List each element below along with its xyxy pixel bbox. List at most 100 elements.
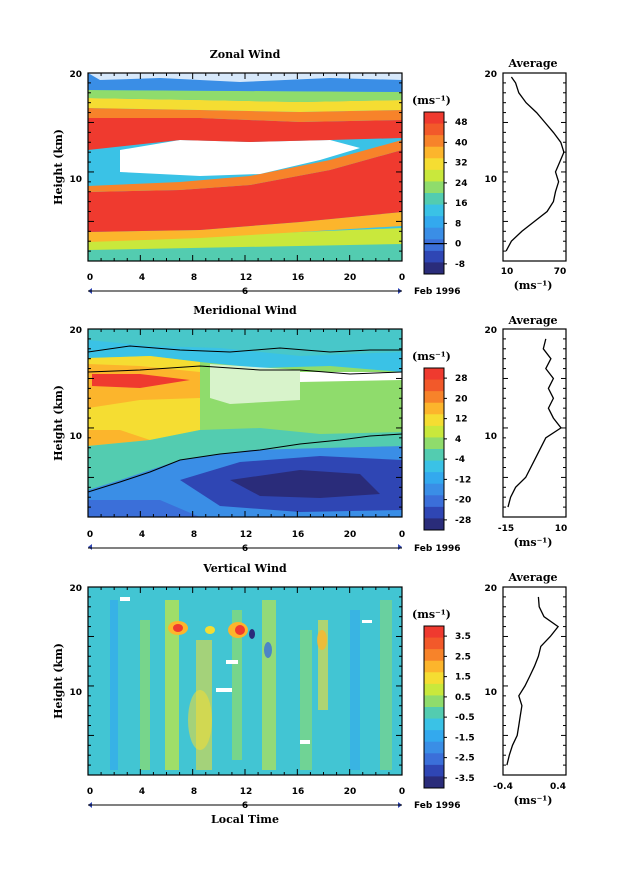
heatmap-vertical — [88, 587, 402, 775]
band-orange-patch — [88, 430, 150, 446]
average-profile-vertical — [502, 586, 567, 776]
hotspot-core — [235, 625, 245, 635]
band-upper-yellow — [88, 98, 402, 112]
colorbar-tick-label: 4 — [455, 435, 461, 445]
missing-data-patch — [300, 740, 310, 744]
colorbar-tick-label: 32 — [455, 159, 468, 169]
zero-contour-high — [88, 345, 402, 353]
colorbar-tick-label: 16 — [455, 199, 468, 209]
panel-meridional: Meridional Wind Height (km) — [52, 304, 567, 554]
colorbar-swatch — [424, 753, 444, 766]
y-tick-label: 20 — [69, 70, 82, 80]
colorbar-tick-label: -2.5 — [455, 754, 475, 764]
band-jet-core — [88, 150, 402, 232]
colorbar-swatch — [424, 495, 444, 508]
axis-ticks-vertical — [87, 586, 403, 808]
avg-unit: (ms⁻¹) — [514, 536, 553, 549]
avg-x-tick: 10 — [555, 524, 568, 534]
colorbar-swatch — [424, 707, 444, 720]
avg-x-tick: -15 — [498, 524, 514, 534]
hotspot — [317, 630, 327, 650]
x-tick-label: 4 — [139, 273, 145, 283]
colorbar-swatch — [424, 695, 444, 708]
average-frame — [502, 72, 567, 262]
colorbar-swatch — [424, 227, 444, 240]
avg-y-tick: 10 — [484, 688, 497, 698]
streak — [232, 610, 242, 760]
streak — [165, 600, 179, 770]
date-arrow-right — [398, 544, 402, 550]
colorbar-swatch — [424, 764, 444, 777]
avg-y-tick: 20 — [484, 70, 497, 80]
colorbar-swatch — [424, 216, 444, 229]
date-label: Feb 1996 — [414, 544, 461, 554]
colorbar-swatch — [424, 649, 444, 662]
hotspot-core — [173, 624, 183, 632]
x-tick-label: 16 — [292, 530, 305, 540]
colorbar-tick-label: 12 — [455, 415, 468, 425]
colorbar-tick-label: -4 — [455, 455, 465, 465]
avg-x-tick: 70 — [554, 267, 567, 277]
y-axis-label: Height (km) — [52, 385, 65, 461]
x-tick-label: 4 — [139, 787, 145, 797]
band-low-mid — [88, 212, 402, 242]
colorbar-unit: (ms⁻¹) — [412, 94, 451, 107]
colorbar-tick-label: 0.5 — [455, 693, 471, 703]
x-tick-label: 8 — [191, 273, 197, 283]
band-lower-core — [230, 470, 380, 498]
colorbar-frame — [423, 367, 445, 531]
average-profile-meridional — [502, 328, 567, 518]
y-tick-label: 10 — [69, 175, 82, 185]
y-tick-label: 20 — [69, 584, 82, 594]
heatmap-meridional — [88, 329, 402, 517]
missing-data-patch — [362, 620, 372, 623]
missing-data-region — [120, 140, 360, 176]
band-jet-edge — [88, 140, 402, 192]
date-label: Feb 1996 — [414, 801, 461, 811]
avg-unit: (ms⁻¹) — [514, 794, 553, 807]
colorbar-swatch — [424, 262, 444, 275]
colorbar-swatch — [424, 460, 444, 473]
avg-y-tick: 20 — [484, 326, 497, 336]
x-tick-label: 0 — [87, 273, 93, 283]
colorbar-unit: (ms⁻¹) — [412, 350, 451, 363]
colorbar-tick-label: 2.5 — [455, 652, 471, 662]
avg-y-tick: 10 — [484, 432, 497, 442]
x-axis-label: Local Time — [211, 813, 279, 826]
coldspot — [264, 642, 272, 658]
band-top-teal — [88, 329, 402, 356]
average-profile-zonal — [502, 72, 567, 262]
colorbar-zonal: 48 40 32 24 16 8 0 -8 — [423, 111, 468, 275]
colorbar-tick-label: -12 — [455, 475, 471, 485]
colorbar-swatch — [424, 204, 444, 217]
band-upper-jet — [88, 118, 402, 150]
x-tick-label: 20 — [344, 530, 357, 540]
chart-title: Meridional Wind — [193, 304, 297, 317]
y-axis-label: Height (km) — [52, 643, 65, 719]
x-tick-label: 8 — [191, 530, 197, 540]
avg-y-tick: 10 — [484, 175, 497, 185]
colorbar-tick-label: 3.5 — [455, 632, 471, 642]
colorbar-swatch — [424, 683, 444, 696]
colorbar-swatch — [424, 112, 444, 125]
colorbar-swatch — [424, 146, 444, 159]
x-tick-label: 0 — [399, 530, 405, 540]
colorbar-tick-label: 24 — [455, 179, 468, 189]
colorbar-tick-label: -3.5 — [455, 774, 475, 784]
x-tick-label: 20 — [344, 273, 357, 283]
missing-data-patches — [210, 364, 300, 404]
colorbar-swatch — [424, 776, 444, 789]
colorbar-swatch — [424, 123, 444, 136]
colorbar-tick-label: 0 — [455, 240, 461, 250]
colorbar-swatch — [424, 181, 444, 194]
colorbar-tick-label: 40 — [455, 138, 468, 148]
colorbar-unit: (ms⁻¹) — [412, 608, 451, 621]
band-mid-red — [92, 374, 190, 388]
average-title: Average — [507, 571, 557, 584]
x-tick-label: 4 — [139, 530, 145, 540]
colorbar-swatch — [424, 135, 444, 148]
hotspot — [205, 626, 215, 634]
colorbar-meridional: 28 20 12 4 -4 -12 -20 -28 — [423, 367, 471, 531]
y-tick-label: 20 — [69, 326, 82, 336]
streak — [140, 620, 150, 770]
